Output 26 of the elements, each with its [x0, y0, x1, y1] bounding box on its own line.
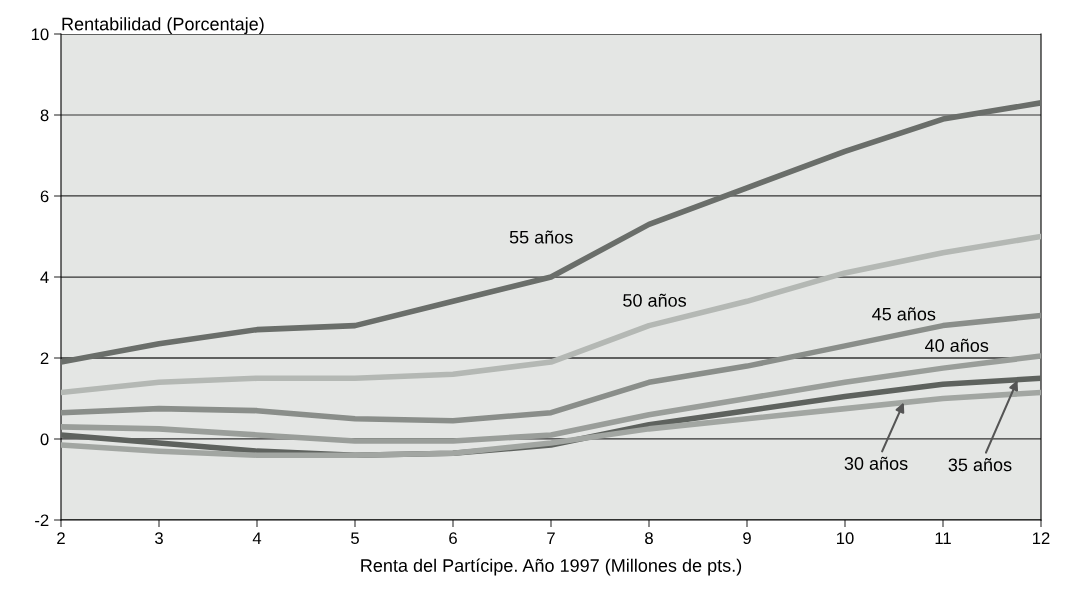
annotation: 30 años [844, 456, 908, 470]
y-tick-label: 0 [40, 433, 49, 446]
x-axis-title: Renta del Partícipe. Año 1997 (Millones de pts.) [361, 558, 742, 576]
x-tick-label: 5 [351, 532, 359, 545]
annotation: 40 años [925, 338, 989, 352]
x-tick-label: 4 [252, 532, 262, 544]
x-tick-label: 6 [449, 532, 457, 545]
x-tick-label: 11 [935, 532, 951, 544]
y-tick-label: 10 [31, 28, 49, 41]
y-tick-label: 6 [40, 190, 49, 203]
annotation: 45 años [872, 307, 936, 321]
y-tick-label: -2 [35, 514, 49, 527]
annotation: 55 años [509, 230, 573, 244]
y-axis-title: Rentabilidad (Porcentaje) [62, 17, 264, 34]
y-tick-label: 2 [40, 352, 49, 365]
x-tick-label: 9 [743, 532, 751, 545]
annotation: 50 años [623, 293, 687, 307]
y-tick-label: 4 [40, 271, 49, 284]
annotation: 35 años [948, 458, 1012, 472]
x-tick-label: 12 [1033, 532, 1050, 544]
x-tick-label: 2 [57, 532, 65, 544]
x-tick-label: 3 [155, 532, 163, 545]
x-tick-label: 10 [837, 532, 854, 545]
x-tick-label: 8 [645, 532, 653, 545]
x-tick-label: 7 [547, 532, 555, 544]
y-tick-label: 8 [40, 109, 49, 122]
